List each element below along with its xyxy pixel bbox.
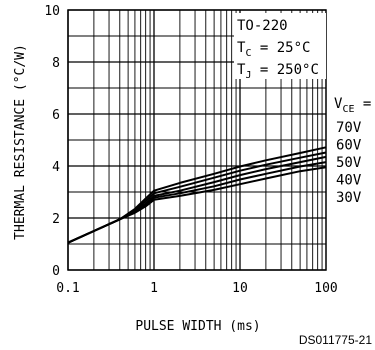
tick-labels: 0 2 4 6 8 10 0.1 1 10 100 <box>44 4 337 296</box>
x-tick-label: 1 <box>150 281 158 296</box>
plot-frame <box>67 9 327 271</box>
y-tick-label: 0 <box>52 264 60 279</box>
series-line-70V <box>67 146 327 244</box>
y-tick-label: 4 <box>52 160 60 175</box>
legend-item-70V: 70V <box>336 120 362 136</box>
condition-case-temp: TC = 25°C <box>237 40 310 59</box>
y-tick-label: 6 <box>52 108 60 123</box>
curves <box>67 146 327 244</box>
grid <box>67 9 327 271</box>
y-axis-label: THERMAL RESISTANCE (°C/W) <box>13 44 28 240</box>
legend-item-40V: 40V <box>336 173 362 189</box>
legend-item-30V: 30V <box>336 190 362 206</box>
y-tick-label: 2 <box>52 212 60 227</box>
x-tick-label: 0.1 <box>56 281 79 296</box>
condition-package: TO-220 <box>237 18 288 34</box>
document-code: DS011775-21 <box>299 333 372 347</box>
legend-item-60V: 60V <box>336 138 362 154</box>
y-tick-label: 10 <box>44 4 60 19</box>
x-tick-label: 10 <box>232 281 248 296</box>
conditions-box: TO-220 TC = 25°C TJ = 250°C <box>234 13 326 81</box>
y-tick-label: 8 <box>52 56 60 71</box>
legend-background <box>333 90 375 205</box>
series-line-30V <box>67 166 327 244</box>
condition-junction-temp: TJ = 250°C <box>237 62 319 81</box>
conditions-background <box>234 13 326 79</box>
legend-item-50V: 50V <box>336 155 362 171</box>
x-tick-label: 100 <box>314 281 337 296</box>
x-axis-label: PULSE WIDTH (ms) <box>135 319 260 334</box>
